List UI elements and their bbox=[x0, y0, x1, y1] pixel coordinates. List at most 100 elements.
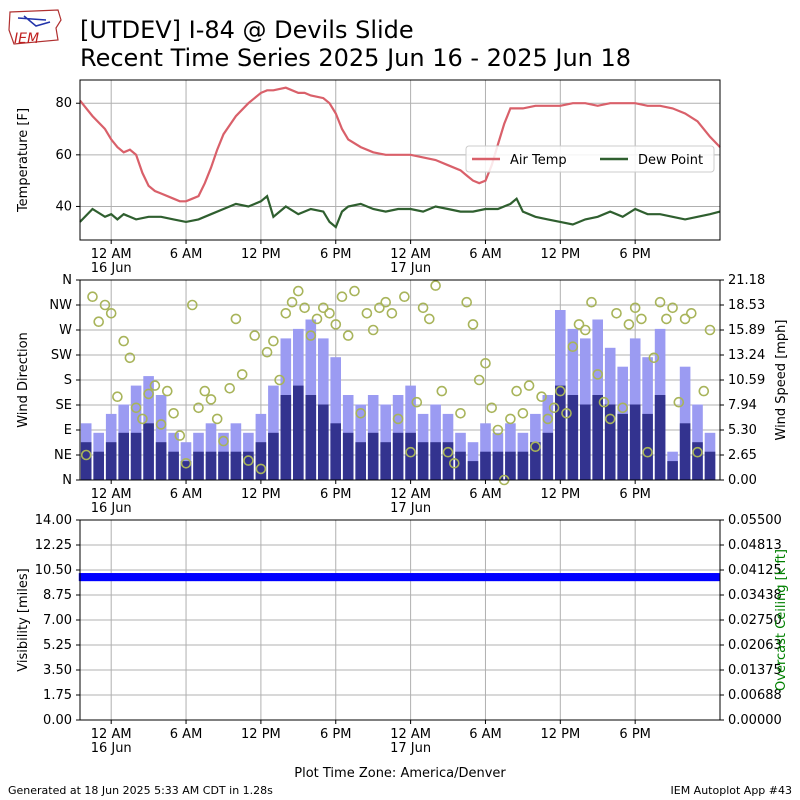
visibility-point bbox=[420, 573, 423, 582]
visibility-point bbox=[161, 573, 164, 582]
visibility-point bbox=[677, 573, 680, 582]
x-tick-label: 6 PM bbox=[619, 247, 650, 262]
visibility-point bbox=[111, 573, 114, 582]
visibility-point bbox=[118, 573, 122, 582]
visibility-point bbox=[106, 573, 109, 582]
x-tick-label: 6 PM bbox=[619, 727, 650, 742]
y-tick-label: SW bbox=[51, 348, 72, 363]
visibility-point bbox=[717, 573, 720, 582]
y-tick-label: 12.25 bbox=[35, 538, 72, 553]
wind-direction-point bbox=[579, 324, 591, 336]
visibility-point bbox=[102, 573, 105, 582]
visibility-point bbox=[176, 573, 179, 582]
wind-direction-point bbox=[679, 313, 691, 325]
visibility-panel: 0.00 1.75 3.50 5.25 7.00 8.75 10.50 12.25 14.00 0… bbox=[16, 513, 789, 756]
visibility-point bbox=[525, 573, 528, 582]
visibility-point bbox=[270, 573, 274, 582]
wind-direction-point bbox=[392, 413, 404, 425]
y-tick-label-right: 13.24 bbox=[728, 348, 765, 363]
wind-direction-point bbox=[187, 299, 198, 311]
visibility-point bbox=[159, 573, 163, 582]
visibility-point bbox=[459, 573, 462, 582]
plot-frame bbox=[79, 279, 721, 481]
visibility-point bbox=[421, 573, 425, 582]
visibility-point bbox=[604, 573, 607, 582]
visibility-point bbox=[171, 573, 174, 582]
x-tick-label: 12 AM bbox=[390, 727, 431, 742]
x-tick-label: 12 AM bbox=[91, 727, 132, 742]
visibility-point bbox=[713, 573, 717, 582]
visibility-point bbox=[308, 573, 311, 582]
visibility-point bbox=[449, 573, 452, 582]
speed-bar bbox=[118, 432, 129, 480]
y-tick-label-right: 0.00000 bbox=[728, 713, 782, 728]
visibility-point bbox=[489, 573, 492, 582]
wind-direction-point bbox=[268, 335, 279, 347]
wind-direction-point bbox=[261, 346, 273, 358]
visibility-point bbox=[485, 573, 488, 582]
wind-direction-point bbox=[80, 449, 92, 461]
visibility-point bbox=[483, 573, 486, 582]
visibility-point bbox=[544, 573, 547, 582]
visibility-point bbox=[126, 573, 129, 582]
visibility-point bbox=[226, 573, 229, 582]
wind-direction-point bbox=[704, 324, 716, 336]
visibility-point bbox=[433, 573, 436, 582]
visibility-point bbox=[389, 573, 392, 582]
wind-direction-point bbox=[374, 302, 385, 314]
visibility-point bbox=[149, 573, 153, 582]
gust-bar bbox=[230, 423, 242, 480]
wind-direction-point bbox=[342, 330, 354, 341]
visibility-point bbox=[298, 573, 301, 582]
speed-bar bbox=[380, 442, 391, 480]
visibility-point bbox=[675, 573, 678, 582]
wind-direction-point bbox=[661, 313, 672, 325]
visibility-point bbox=[303, 573, 306, 582]
plot-frame bbox=[79, 519, 721, 721]
visibility-point bbox=[357, 573, 360, 582]
visibility-point bbox=[646, 573, 649, 582]
visibility-point bbox=[363, 573, 366, 582]
x-tick-label: 6 AM bbox=[170, 727, 203, 742]
visibility-point bbox=[380, 573, 384, 582]
speed-bar bbox=[105, 442, 117, 480]
visibility-point bbox=[268, 573, 271, 582]
visibility-point bbox=[663, 573, 667, 582]
visibility-point bbox=[221, 573, 224, 582]
wind-direction-point bbox=[174, 430, 186, 441]
visibility-point bbox=[167, 573, 170, 582]
visibility-point bbox=[426, 573, 430, 582]
wind-direction-point bbox=[455, 407, 466, 419]
y-tick-label: 10.50 bbox=[35, 563, 72, 578]
visibility-point bbox=[386, 573, 390, 582]
wind-direction-point bbox=[611, 307, 622, 319]
visibility-point bbox=[182, 573, 185, 582]
wind-direction-point bbox=[604, 413, 616, 425]
wind-direction-point bbox=[685, 307, 697, 319]
y-tick-label-right: 5.30 bbox=[728, 423, 757, 438]
visibility-point bbox=[95, 573, 98, 582]
visibility-point bbox=[506, 573, 510, 582]
visibility-point bbox=[368, 573, 371, 582]
visibility-point bbox=[202, 573, 205, 582]
visibility-point bbox=[463, 573, 466, 582]
wind-direction-point bbox=[629, 302, 641, 314]
visibility-point bbox=[465, 573, 468, 582]
x-tick-label: 6 AM bbox=[170, 247, 203, 262]
speed-bar bbox=[155, 442, 167, 480]
speed-bar bbox=[168, 451, 179, 480]
wind-direction-point bbox=[118, 335, 129, 347]
visibility-point bbox=[242, 573, 245, 582]
wind-direction-point bbox=[623, 319, 635, 330]
visibility-point bbox=[577, 573, 581, 582]
visibility-point bbox=[187, 573, 190, 582]
x-tick-label: 12 AM bbox=[390, 247, 431, 262]
visibility-point bbox=[620, 573, 623, 582]
wind-direction-point bbox=[199, 385, 211, 397]
visibility-point bbox=[690, 573, 693, 582]
chart-title: [UTDEV] I-84 @ Devils Slide bbox=[80, 16, 414, 44]
visibility-point bbox=[509, 573, 512, 582]
visibility-point bbox=[546, 573, 549, 582]
visibility-point bbox=[294, 573, 297, 582]
visibility-point bbox=[275, 573, 279, 582]
